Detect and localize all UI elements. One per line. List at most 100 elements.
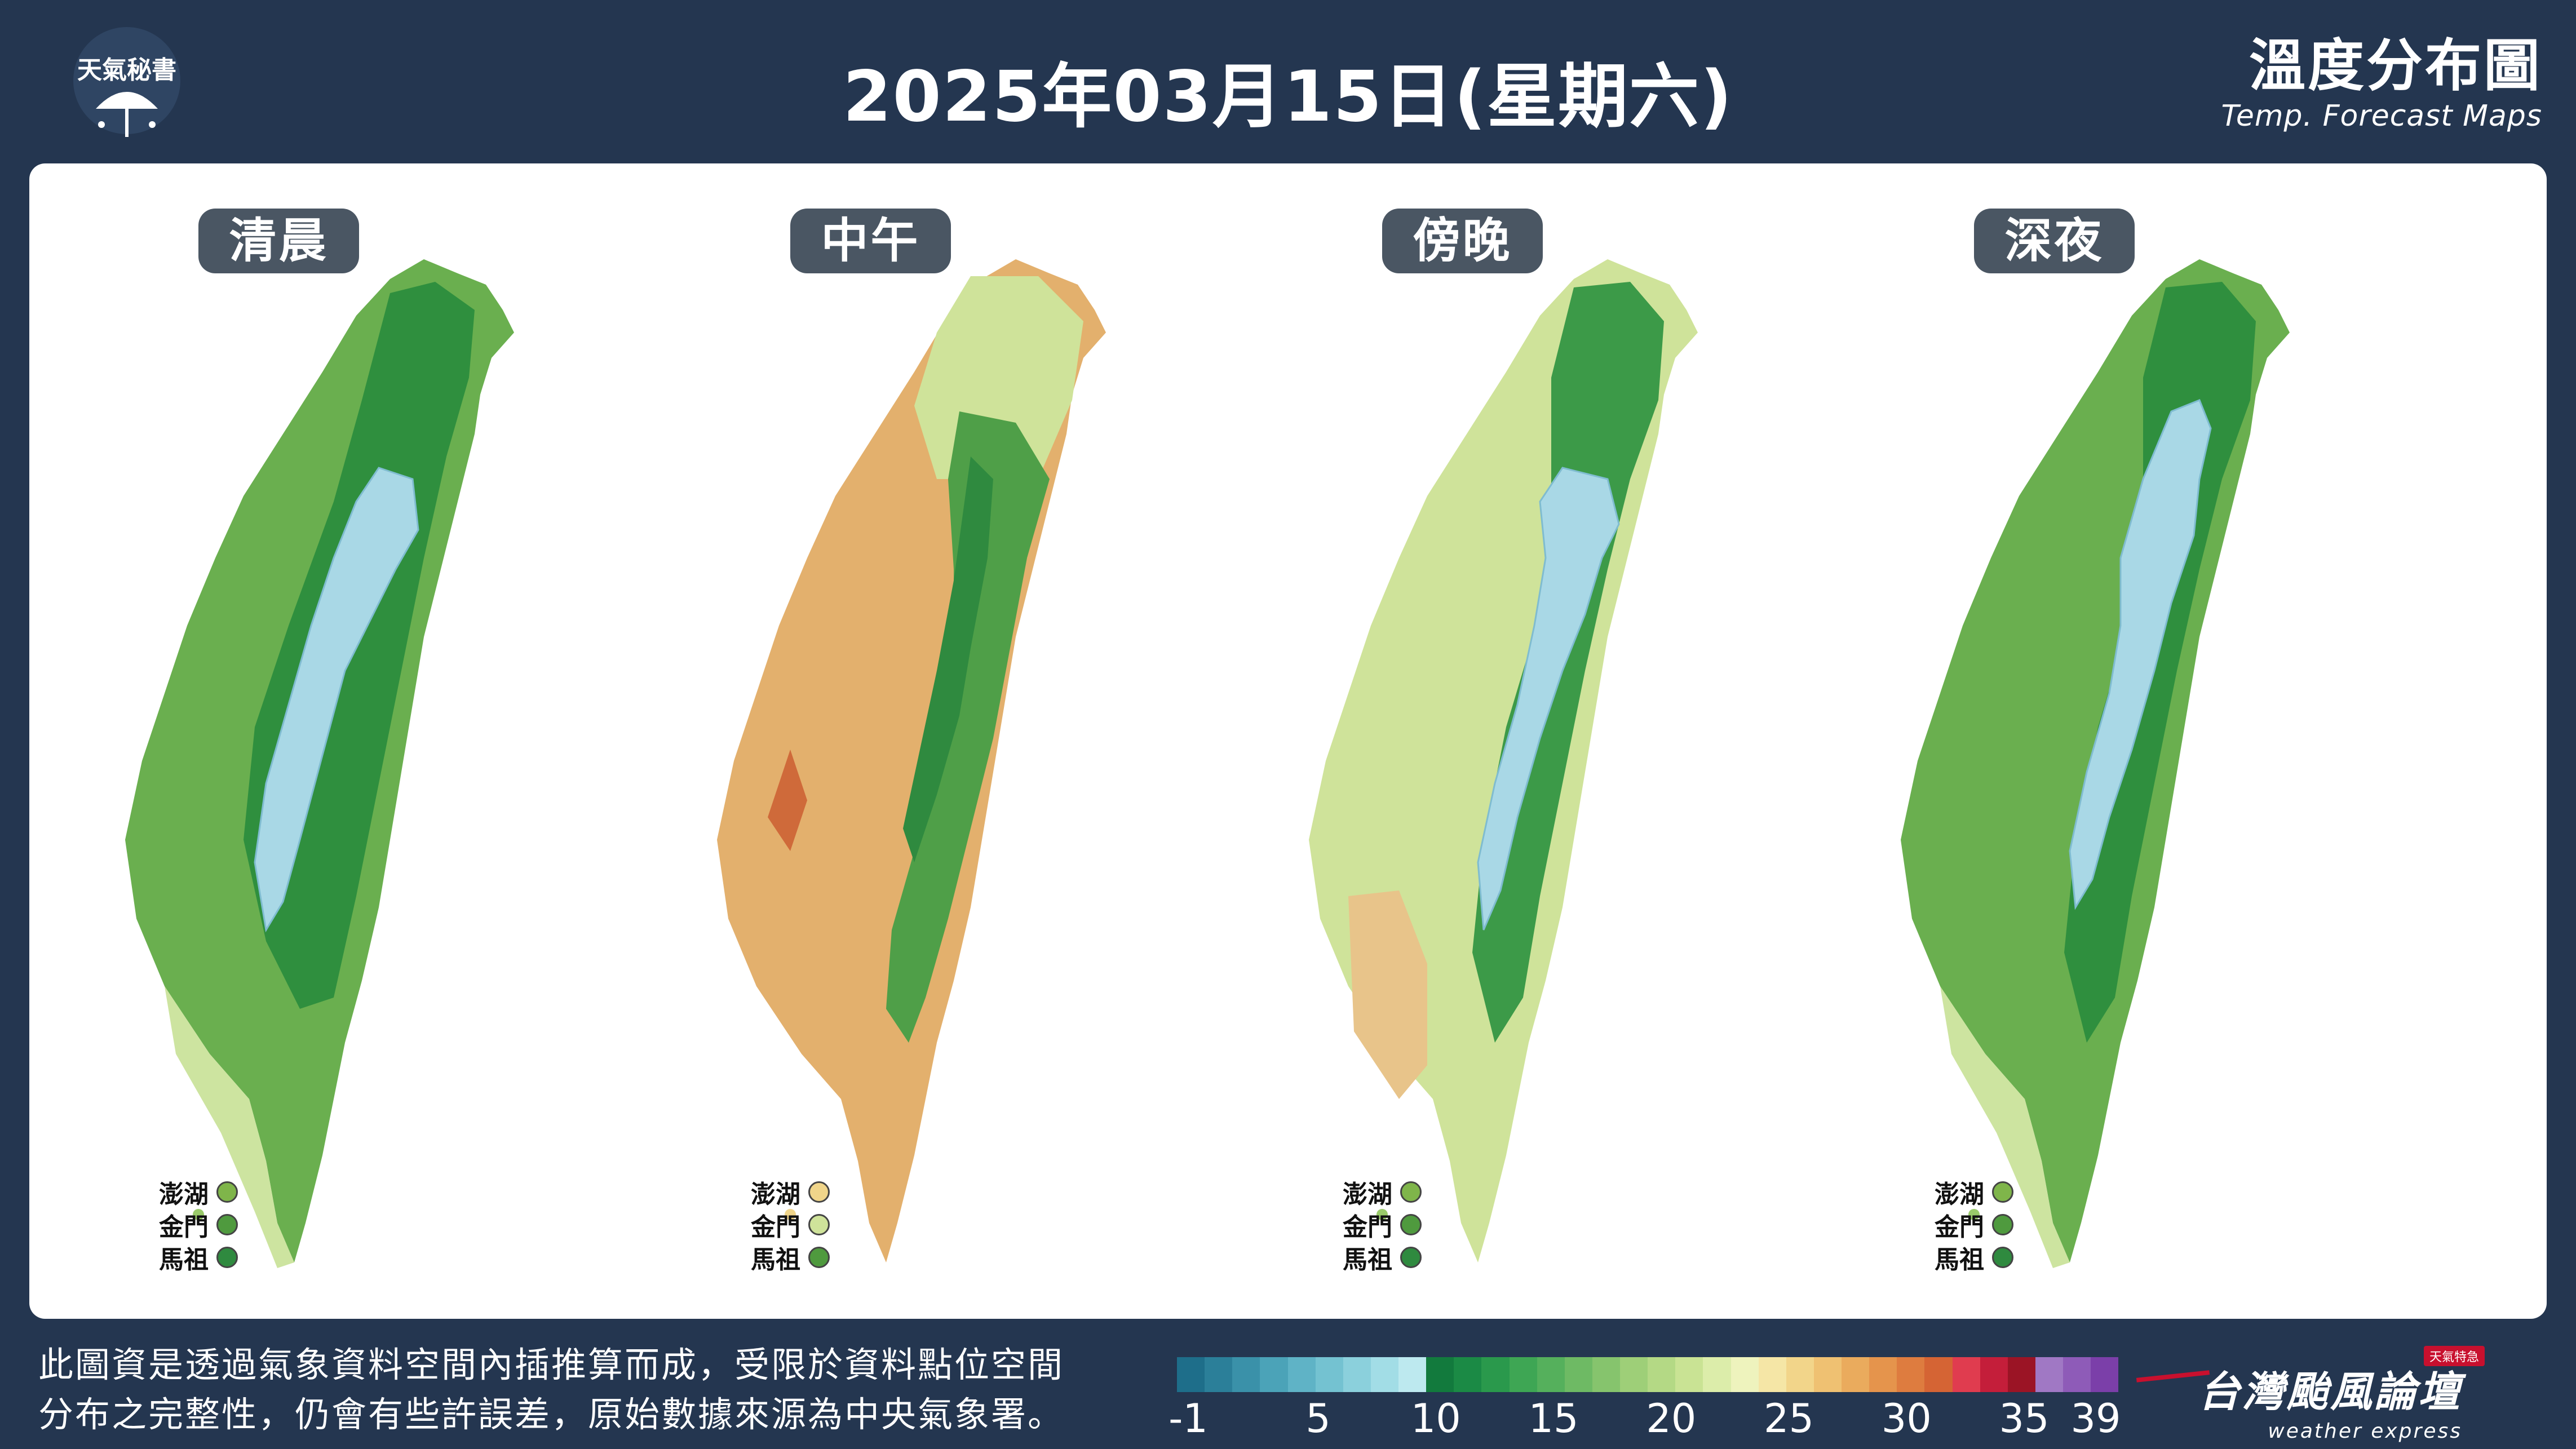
disclaimer: 此圖資是透過氣象資料空間內插推算而成，受限於資料點位空間 分布之完整性，仍會有些… (38, 1340, 1166, 1439)
scale-swatch (1952, 1357, 1980, 1392)
map-label: 清晨 (198, 209, 359, 273)
legend-label: 金門 (159, 1213, 209, 1242)
map-late-night: 深夜 澎湖 金門 馬祖 (1805, 163, 2397, 1319)
map-evening: 傍晚 澎湖 金門 馬祖 (1213, 163, 1805, 1319)
map-label: 傍晚 (1382, 209, 1543, 273)
brand-subtitle: Temp. Forecast Maps (2221, 99, 2542, 133)
legend-penghu: 澎湖 (751, 1178, 830, 1209)
taiwan-map (125, 259, 514, 1268)
legend-label: 馬祖 (1935, 1246, 1984, 1274)
legend-penghu: 澎湖 (159, 1178, 238, 1209)
scale-tick-label: 20 (1646, 1395, 1697, 1442)
scale-swatch (1897, 1357, 1925, 1392)
scale-swatch (1481, 1357, 1510, 1392)
scale-swatch (1287, 1357, 1316, 1392)
scale-swatch (2063, 1357, 2091, 1392)
scale-swatch (1813, 1357, 1842, 1392)
scale-swatch (1260, 1357, 1288, 1392)
scale-tick-label: 15 (1528, 1395, 1579, 1442)
legend-dot (216, 1247, 238, 1268)
scale-swatch (1675, 1357, 1703, 1392)
legend-matsu: 馬祖 (751, 1243, 830, 1274)
legend-matsu: 馬祖 (159, 1243, 238, 1274)
scale-tick-label: 39 (2070, 1395, 2121, 1442)
legend-dot (808, 1181, 830, 1203)
scale-swatch (1924, 1357, 1953, 1392)
legend-dot (808, 1247, 830, 1268)
scale-swatch (1509, 1357, 1537, 1392)
taiwan-map (717, 259, 1106, 1262)
legend-kinmen: 金門 (1935, 1211, 2013, 1242)
scale-swatch (1426, 1357, 1454, 1392)
scale-swatch (1786, 1357, 1814, 1392)
temperature-color-scale: -1 5 10 15 20 25 30 35 39 (1169, 1357, 2121, 1446)
page-title: 2025年03月15日(星期六) (843, 56, 1733, 138)
scale-swatch (1758, 1357, 1786, 1392)
scale-tick-label: 10 (1410, 1395, 1461, 1442)
legend-label: 金門 (751, 1213, 800, 1242)
legend-kinmen: 金門 (159, 1211, 238, 1242)
scale-swatch (1703, 1357, 1731, 1392)
legend-dot (1400, 1214, 1422, 1235)
legend-dot (216, 1181, 238, 1203)
footer-brand-subtitle: weather express (2268, 1420, 2462, 1443)
legend-dot (1992, 1247, 2013, 1268)
legend-label: 金門 (1935, 1213, 1984, 1242)
scale-swatch (1398, 1357, 1427, 1392)
scale-swatch (1842, 1357, 1870, 1392)
scale-swatch (1454, 1357, 1482, 1392)
legend-kinmen: 金門 (1343, 1211, 1422, 1242)
legend-dot (808, 1214, 830, 1235)
legend-label: 澎湖 (751, 1180, 800, 1209)
scale-swatch (1205, 1357, 1233, 1392)
scale-swatch (1232, 1357, 1260, 1392)
legend-label: 馬祖 (751, 1246, 800, 1274)
scale-swatch (2091, 1357, 2119, 1392)
scale-swatch (1592, 1357, 1620, 1392)
scale-swatch (1869, 1357, 1897, 1392)
brand-block: 溫度分布圖 Temp. Forecast Maps (2221, 35, 2542, 134)
legend-dot (1400, 1247, 1422, 1268)
taiwan-map (1309, 259, 1698, 1262)
map-label: 中午 (790, 209, 951, 273)
legend-label: 澎湖 (159, 1180, 209, 1209)
logo: 天氣秘書 (68, 27, 186, 145)
umbrella-icon (96, 92, 158, 137)
map-noon: 中午 澎湖 金門 馬祖 (621, 163, 1213, 1319)
legend-label: 馬祖 (159, 1246, 209, 1274)
scale-swatch (2007, 1357, 2035, 1392)
scale-tick-label: 5 (1305, 1395, 1331, 1442)
legend-label: 澎湖 (1935, 1180, 1984, 1209)
maps-panel: 清晨 澎湖 金門 馬祖 中午 (29, 163, 2547, 1319)
scale-swatch (1177, 1357, 1205, 1392)
scale-tick-label: 25 (1763, 1395, 1814, 1442)
disclaimer-line-2: 分布之完整性，仍會有些許誤差，原始數據來源為中央氣象署。 (38, 1394, 1065, 1435)
map-early-morning: 清晨 澎湖 金門 馬祖 (29, 163, 621, 1319)
color-scale-ticks: -1 5 10 15 20 25 30 35 39 (1169, 1395, 2121, 1446)
legend-kinmen: 金門 (751, 1211, 830, 1242)
scale-swatch (1564, 1357, 1592, 1392)
scale-tick-label: 35 (1999, 1395, 2050, 1442)
map-label: 深夜 (1974, 209, 2135, 273)
legend-label: 金門 (1343, 1213, 1392, 1242)
footer-brand: 天氣特急 台灣颱風論壇 weather express (2136, 1346, 2485, 1443)
scale-swatch (1620, 1357, 1648, 1392)
scale-tick-label: -1 (1169, 1395, 1208, 1442)
legend-label: 澎湖 (1343, 1180, 1392, 1209)
scale-swatch (1315, 1357, 1343, 1392)
scale-swatch (1537, 1357, 1565, 1392)
logo-text: 天氣秘書 (77, 56, 176, 85)
scale-tick-label: 30 (1881, 1395, 1932, 1442)
legend-dot (1992, 1214, 2013, 1235)
scale-swatch (1730, 1357, 1759, 1392)
color-scale-bar (1177, 1357, 2119, 1392)
scale-swatch (1648, 1357, 1676, 1392)
footer-brand-title: 台灣颱風論壇 (2198, 1368, 2462, 1416)
scale-swatch (2035, 1357, 2063, 1392)
legend-penghu: 澎湖 (1343, 1178, 1422, 1209)
legend-dot (1400, 1181, 1422, 1203)
legend-matsu: 馬祖 (1343, 1243, 1422, 1274)
legend-matsu: 馬祖 (1935, 1243, 2013, 1274)
legend-penghu: 澎湖 (1935, 1178, 2013, 1209)
brand-tag: 天氣特急 (2423, 1346, 2485, 1366)
